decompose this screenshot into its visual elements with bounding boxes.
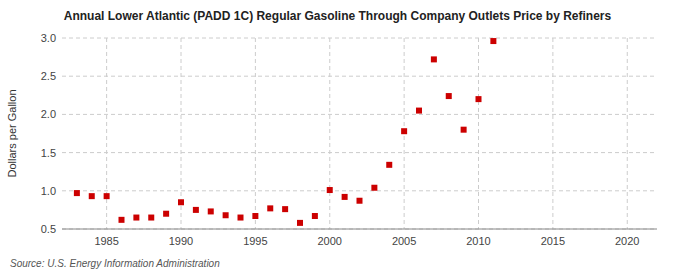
x-axis-line xyxy=(62,229,657,230)
point xyxy=(208,208,214,214)
point xyxy=(223,212,229,218)
x-tick-label: 2010 xyxy=(466,235,490,247)
x-tick-label: 1985 xyxy=(94,235,118,247)
x-grid-line xyxy=(627,38,628,229)
point xyxy=(431,56,437,62)
point xyxy=(386,162,392,168)
point xyxy=(461,127,467,133)
point xyxy=(446,93,452,99)
x-grid-line xyxy=(106,38,107,229)
y-grid-line xyxy=(62,76,657,77)
point xyxy=(490,38,496,44)
point xyxy=(342,194,348,200)
title: Annual Lower Atlantic (PADD 1C) Regular … xyxy=(64,9,612,23)
point xyxy=(371,185,377,191)
y-axis-label: Dollars per Gallon xyxy=(6,89,18,177)
y-grid-line xyxy=(62,229,657,230)
y-grid-line xyxy=(62,38,657,39)
point xyxy=(312,213,318,219)
y-grid-line xyxy=(62,114,657,115)
x-grid-line xyxy=(552,38,553,229)
x-tick-label: 1995 xyxy=(243,235,267,247)
point xyxy=(89,193,95,199)
x-grid-line xyxy=(329,38,330,229)
point xyxy=(267,205,273,211)
point xyxy=(416,108,422,114)
x-tick-label: 1990 xyxy=(169,235,193,247)
source-note: Source: U.S. Energy Information Administ… xyxy=(10,258,220,269)
point xyxy=(74,190,80,196)
point xyxy=(282,206,288,212)
x-tick-label: 2000 xyxy=(318,235,342,247)
point xyxy=(252,213,258,219)
y-tick-label: 1.5 xyxy=(41,147,56,159)
y-tick-label: 2.5 xyxy=(41,70,56,82)
x-tick-label: 2005 xyxy=(392,235,416,247)
point xyxy=(401,128,407,134)
x-grid-line xyxy=(478,38,479,229)
y-tick-label: 2.0 xyxy=(41,108,56,120)
grid xyxy=(62,38,657,229)
point xyxy=(357,198,363,204)
points xyxy=(74,38,497,226)
point xyxy=(178,199,184,205)
y-grid-line xyxy=(62,152,657,153)
point xyxy=(104,193,110,199)
point xyxy=(476,96,482,102)
x-tick-label: 2020 xyxy=(615,235,639,247)
point xyxy=(327,187,333,193)
point xyxy=(238,215,244,221)
point xyxy=(297,220,303,226)
chart: Annual Lower Atlantic (PADD 1C) Regular … xyxy=(0,0,675,275)
y-tick-label: 1.0 xyxy=(41,185,56,197)
y-tick-label: 3.0 xyxy=(41,32,56,44)
point xyxy=(119,217,125,223)
point xyxy=(193,207,199,213)
y-tick-label: 0.5 xyxy=(41,223,56,235)
point xyxy=(148,215,154,221)
point xyxy=(163,211,169,217)
y-grid-line xyxy=(62,190,657,191)
point xyxy=(133,215,139,221)
x-tick-label: 2015 xyxy=(541,235,565,247)
x-grid-line xyxy=(255,38,256,229)
